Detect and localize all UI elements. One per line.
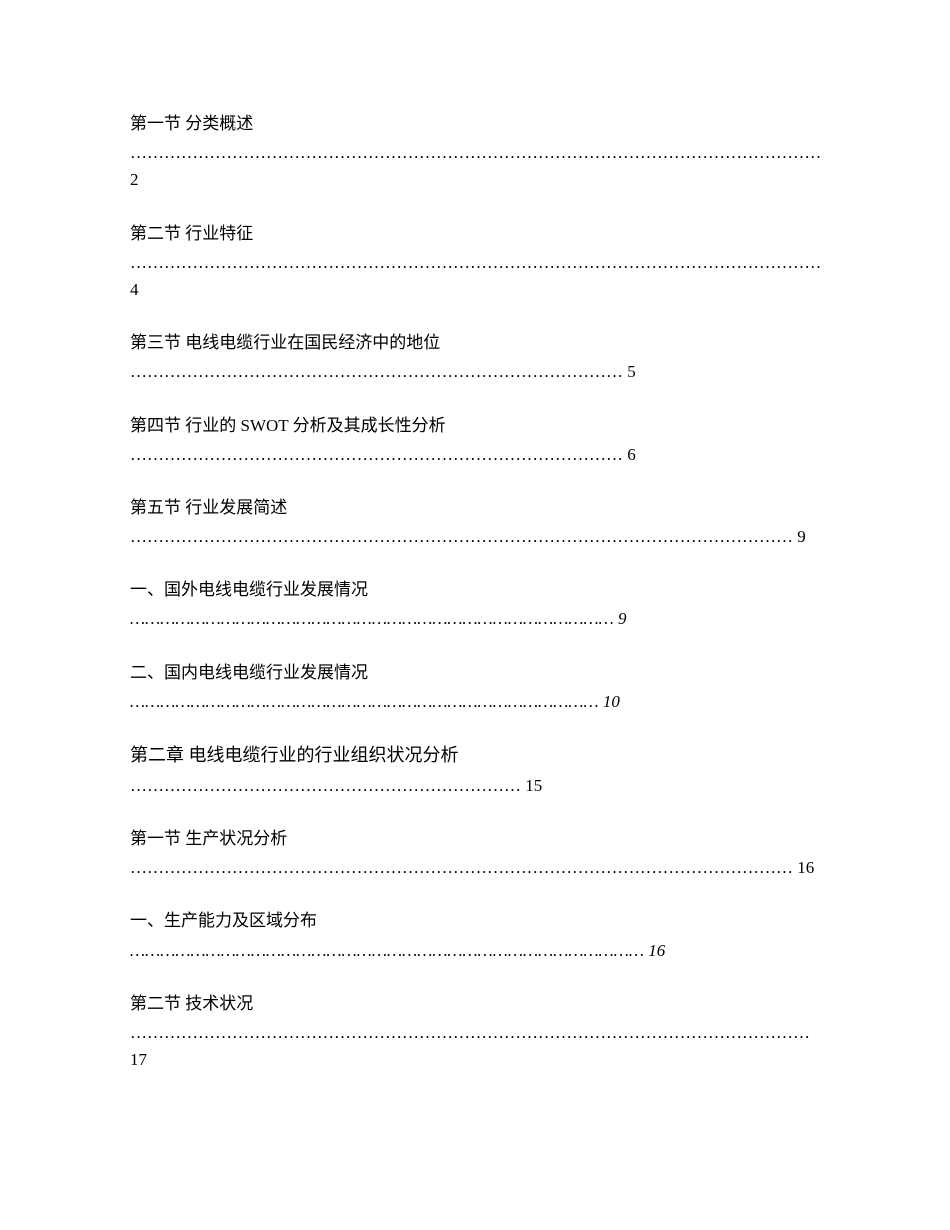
toc-entry: 二、国内电线电缆行业发展情况 …………………………………………………………………… bbox=[130, 659, 820, 715]
toc-entry: 第二节 技术状况……………………………………………………………………………………… bbox=[130, 990, 820, 1074]
toc-entry: 第二节 行业特征 ……………………………………………………………………………………… bbox=[130, 220, 820, 304]
toc-entry: 第二章 电线电缆行业的行业组织状况分析 ……………………………………………………… bbox=[130, 741, 820, 799]
toc-entry-page: 6 bbox=[623, 445, 636, 464]
toc-entry-title: 第四节 行业的 SWOT 分析及其成长性分析 bbox=[130, 412, 820, 439]
toc-entry-leader: …………………………………………………………………………… 6 bbox=[130, 441, 820, 468]
toc-entry-title: 第二节 行业特征 bbox=[130, 220, 820, 247]
toc-entry-title: 第五节 行业发展简述 bbox=[130, 494, 820, 521]
table-of-contents: 第一节 分类概述……………………………………………………………………………………… bbox=[130, 110, 820, 1073]
toc-entry-page: 15 bbox=[521, 776, 542, 795]
toc-entry-page: 17 bbox=[130, 1050, 147, 1069]
toc-entry-title: 第二章 电线电缆行业的行业组织状况分析 bbox=[130, 741, 820, 770]
toc-entry: 第三节 电线电缆行业在国民经济中的地位………………………………………………………… bbox=[130, 329, 820, 385]
toc-entry: 第一节 分类概述 ……………………………………………………………………………………… bbox=[130, 110, 820, 194]
toc-entry-leader: ………………………………………………………………………………… 10 bbox=[130, 688, 820, 715]
toc-dots: ……………………………………………………………………………………………………… bbox=[130, 858, 797, 877]
toc-entry-page: 16 bbox=[797, 858, 814, 877]
toc-entry: 一、国外电线电缆行业发展情况 …………………………………………………………………… bbox=[130, 576, 820, 632]
toc-entry-leader: …………………………………………………………………………………………………………… bbox=[130, 1019, 820, 1073]
toc-entry-leader: …………………………………………………………………………………… 9 bbox=[130, 605, 820, 632]
toc-dots: …………………………………………………………………………………………………………… bbox=[130, 253, 820, 272]
toc-dots: …………………………………………………………………………………… bbox=[130, 609, 614, 628]
toc-entry-title: 一、生产能力及区域分布 bbox=[130, 907, 820, 934]
toc-entry-page: 9 bbox=[793, 527, 806, 546]
toc-dots: …………………………………………………………………………………………………………… bbox=[130, 143, 820, 162]
toc-entry-leader: ………………………………………………………………………………………… 16 bbox=[130, 937, 820, 964]
toc-entry-leader: …………………………………………………………… 15 bbox=[130, 772, 820, 799]
toc-dots: ………………………………………………………………………………………………………… bbox=[130, 1023, 810, 1042]
toc-dots: …………………………………………………………… bbox=[130, 776, 521, 795]
toc-entry: 第五节 行业发展简述………………………………………………………………………………… bbox=[130, 494, 820, 550]
toc-entry-page: 10 bbox=[599, 692, 620, 711]
toc-entry-leader: ……………………………………………………………………………………………………… … bbox=[130, 854, 820, 881]
toc-entry-title: 第一节 分类概述 bbox=[130, 110, 820, 137]
toc-entry-leader: …………………………………………………………………………… 5 bbox=[130, 358, 820, 385]
toc-entry-page: 9 bbox=[614, 609, 627, 628]
toc-entry-leader: …………………………………………………………………………………………………………… bbox=[130, 139, 820, 193]
toc-entry: 一、生产能力及区域分布 …………………………………………………………………………… bbox=[130, 907, 820, 963]
toc-dots: ……………………………………………………………………………………………………… bbox=[130, 527, 793, 546]
toc-entry-title: 一、国外电线电缆行业发展情况 bbox=[130, 576, 820, 603]
toc-entry: 第四节 行业的 SWOT 分析及其成长性分析………………………………………………… bbox=[130, 412, 820, 468]
toc-dots: ………………………………………………………………………………… bbox=[130, 692, 599, 711]
toc-entry-leader: ……………………………………………………………………………………………………… … bbox=[130, 523, 820, 550]
toc-entry-page: 5 bbox=[623, 362, 636, 381]
toc-entry-leader: …………………………………………………………………………………………………………… bbox=[130, 249, 820, 303]
toc-entry: 第一节 生产状况分析………………………………………………………………………………… bbox=[130, 825, 820, 881]
toc-dots: ………………………………………………………………………………………… bbox=[130, 941, 644, 960]
toc-entry-page: 16 bbox=[644, 941, 665, 960]
toc-entry-title: 二、国内电线电缆行业发展情况 bbox=[130, 659, 820, 686]
toc-dots: …………………………………………………………………………… bbox=[130, 362, 623, 381]
toc-entry-title: 第二节 技术状况 bbox=[130, 990, 820, 1017]
toc-entry-page: 4 bbox=[130, 280, 139, 299]
toc-entry-title: 第三节 电线电缆行业在国民经济中的地位 bbox=[130, 329, 820, 356]
toc-entry-page: 2 bbox=[130, 170, 139, 189]
toc-dots: …………………………………………………………………………… bbox=[130, 445, 623, 464]
toc-entry-title: 第一节 生产状况分析 bbox=[130, 825, 820, 852]
